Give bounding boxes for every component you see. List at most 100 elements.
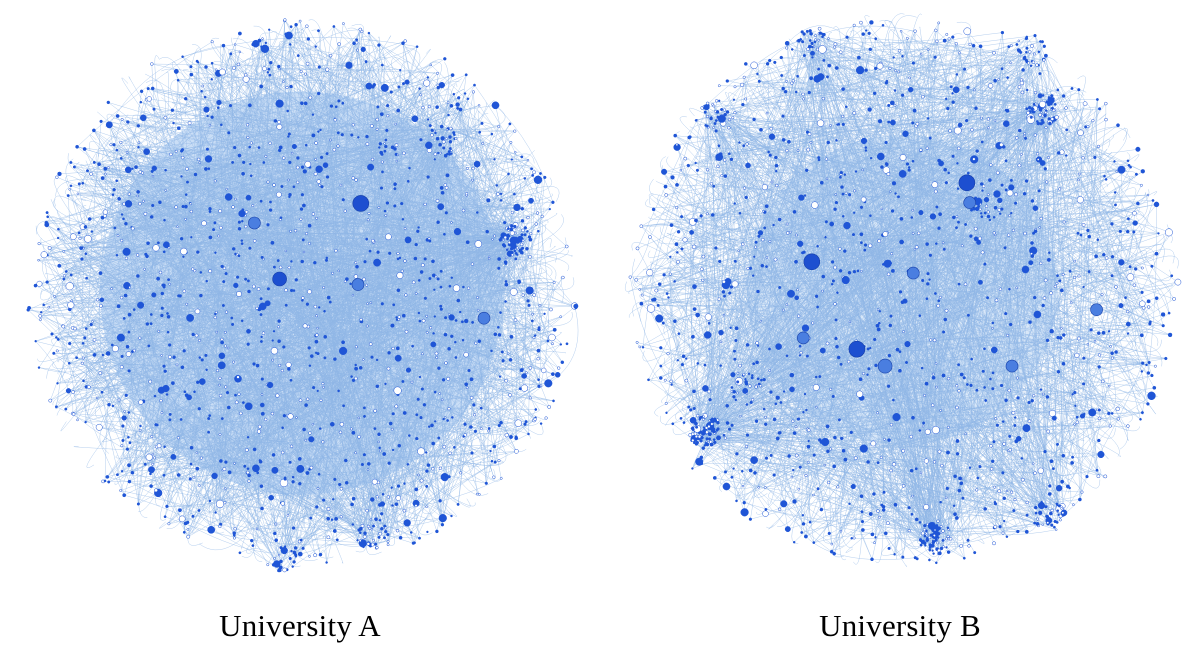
node bbox=[1077, 88, 1081, 92]
node bbox=[165, 504, 169, 509]
node bbox=[738, 141, 741, 144]
node bbox=[463, 92, 467, 95]
node bbox=[832, 551, 836, 556]
node bbox=[887, 120, 891, 124]
node bbox=[291, 565, 294, 568]
node bbox=[521, 228, 525, 233]
node bbox=[98, 303, 103, 308]
node bbox=[362, 277, 366, 282]
node bbox=[81, 356, 85, 360]
node bbox=[926, 272, 930, 276]
node bbox=[839, 529, 843, 533]
node bbox=[543, 175, 547, 180]
node bbox=[137, 301, 145, 309]
node bbox=[166, 314, 171, 319]
node bbox=[260, 506, 264, 511]
node bbox=[266, 563, 270, 567]
node bbox=[665, 411, 668, 415]
node bbox=[325, 175, 330, 179]
node bbox=[910, 512, 914, 516]
node bbox=[821, 35, 824, 39]
node bbox=[932, 338, 937, 343]
node bbox=[493, 158, 496, 161]
node bbox=[354, 363, 357, 367]
node bbox=[1145, 363, 1148, 367]
node bbox=[280, 184, 284, 189]
node bbox=[687, 405, 691, 409]
node bbox=[1038, 502, 1042, 507]
node bbox=[290, 260, 293, 263]
node bbox=[768, 240, 772, 243]
node bbox=[350, 375, 353, 378]
node bbox=[371, 524, 376, 528]
node bbox=[1129, 165, 1132, 169]
node bbox=[120, 117, 124, 121]
node bbox=[941, 538, 945, 542]
node bbox=[573, 303, 579, 309]
node bbox=[523, 422, 527, 426]
node bbox=[387, 351, 391, 355]
node bbox=[404, 293, 408, 297]
node bbox=[139, 100, 143, 104]
node bbox=[792, 210, 797, 214]
node bbox=[75, 144, 79, 149]
node bbox=[1115, 170, 1119, 173]
node bbox=[979, 203, 982, 206]
node bbox=[973, 551, 977, 555]
node bbox=[537, 229, 540, 233]
node bbox=[270, 411, 275, 416]
node bbox=[1030, 43, 1035, 48]
node bbox=[313, 171, 318, 176]
node bbox=[1020, 90, 1025, 95]
node bbox=[998, 287, 1003, 291]
node bbox=[909, 468, 914, 473]
node bbox=[722, 279, 726, 284]
node bbox=[138, 201, 142, 206]
node bbox=[143, 462, 147, 466]
node bbox=[513, 129, 517, 133]
node bbox=[105, 121, 113, 129]
node bbox=[1011, 410, 1016, 415]
node bbox=[759, 127, 763, 132]
node bbox=[744, 380, 748, 384]
node bbox=[750, 61, 758, 70]
node bbox=[948, 128, 952, 133]
panel-caption: University A bbox=[219, 608, 381, 643]
node bbox=[56, 382, 59, 385]
node bbox=[979, 182, 984, 186]
node bbox=[156, 241, 160, 245]
node bbox=[833, 207, 837, 211]
node bbox=[834, 336, 838, 341]
node bbox=[219, 68, 226, 76]
node bbox=[1028, 260, 1034, 266]
node bbox=[431, 441, 436, 446]
node bbox=[899, 239, 904, 245]
node bbox=[390, 427, 394, 431]
node bbox=[785, 80, 788, 83]
node bbox=[768, 347, 771, 351]
node bbox=[1020, 457, 1024, 460]
node bbox=[1043, 449, 1047, 454]
node bbox=[978, 44, 983, 49]
node bbox=[273, 557, 276, 560]
node bbox=[259, 84, 264, 89]
node bbox=[675, 143, 679, 147]
node bbox=[823, 463, 826, 467]
node bbox=[947, 37, 951, 41]
node bbox=[1015, 136, 1019, 140]
node bbox=[326, 535, 331, 540]
node bbox=[304, 161, 312, 168]
node bbox=[406, 179, 410, 183]
node bbox=[509, 435, 513, 439]
node bbox=[719, 364, 722, 367]
node bbox=[477, 493, 481, 496]
node bbox=[755, 360, 759, 365]
node bbox=[167, 355, 172, 359]
node bbox=[850, 483, 856, 490]
node bbox=[818, 438, 822, 442]
node bbox=[322, 286, 326, 289]
node bbox=[955, 215, 959, 219]
node bbox=[296, 464, 305, 473]
node bbox=[256, 429, 262, 434]
node bbox=[476, 309, 480, 312]
